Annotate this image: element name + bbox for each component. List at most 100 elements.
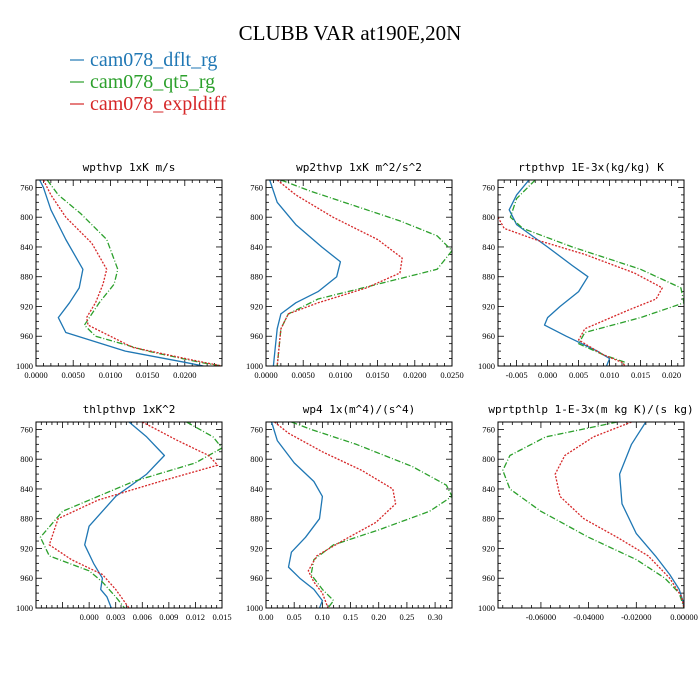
series-line-cam078_dflt_rg (270, 422, 324, 608)
panel-frame (497, 179, 685, 367)
series-group (269, 180, 452, 366)
x-tick-label: 0.003 (106, 612, 125, 622)
x-tick-label: 0.006 (133, 612, 152, 622)
x-tick-label: 0.10 (315, 612, 330, 622)
y-tick-label: 880 (250, 272, 263, 282)
panel-title: wpthvp 1xK m/s (83, 161, 176, 174)
panel: wprtpthlp 1-E-3x(m kg K)/(s kg) 760 800 840… (478, 403, 698, 622)
x-tick-label: 0.0200 (173, 370, 196, 380)
series-line-cam078_expldiff (498, 216, 663, 366)
legend-label: cam078_qt5_rg (90, 71, 215, 93)
y-tick-label: 840 (250, 242, 263, 252)
y-tick-label: 880 (482, 514, 495, 524)
legend-entry: cam078_expldiff (70, 93, 227, 115)
series-group (270, 422, 452, 608)
panel-frame (265, 421, 453, 609)
series-line-cam078_qt5_rg (39, 422, 222, 608)
series-line-cam078_qt5_rg (509, 180, 684, 366)
series-line-cam078_expldiff (554, 422, 684, 608)
x-tick-label: -0.06000 (526, 612, 556, 622)
y-tick-label: 920 (20, 301, 33, 311)
panel: thlpthvp 1xK^2 760 800 840 880 920 960 1000 0.00… (16, 403, 232, 622)
y-tick-label: 920 (482, 301, 495, 311)
y-tick-label: 960 (482, 331, 495, 341)
legend: cam078_dflt_rgcam078_qt5_rgcam078_expldi… (70, 49, 227, 115)
y-tick-label: 840 (250, 484, 263, 494)
y-tick-label: 1000 (16, 603, 33, 613)
series-line-cam078_dflt_rg (39, 180, 204, 366)
x-tick-label: 0.005 (569, 370, 588, 380)
y-tick-label: 880 (20, 272, 33, 282)
y-tick-label: 960 (20, 331, 33, 341)
figure-title: CLUBB VAR at190E,20N (239, 21, 462, 45)
series-line-cam078_expldiff (274, 422, 397, 608)
y-tick-label: 760 (482, 182, 495, 192)
y-tick-label: 1000 (478, 603, 495, 613)
series-group (498, 180, 684, 366)
panel-title: thlpthvp 1xK^2 (83, 403, 176, 416)
y-tick-label: 800 (482, 454, 495, 464)
y-tick-label: 880 (250, 514, 263, 524)
x-tick-label: -0.04000 (573, 612, 603, 622)
series-group (502, 422, 684, 608)
panel-title: wprtpthlp 1-E-3x(m kg K)/(s kg) (488, 403, 693, 416)
x-tick-label: -0.02000 (621, 612, 651, 622)
panel: wpthvp 1xK m/s76080084088092096010000.00… (16, 161, 223, 380)
y-tick-label: 1000 (478, 361, 495, 371)
panel-title: rtpthvp 1E-3x(kg/kg) K (518, 161, 664, 174)
y-tick-label: 920 (250, 543, 263, 553)
x-tick-label: 0.00000 (670, 612, 698, 622)
y-tick-label: 760 (482, 424, 495, 434)
y-tick-label: 760 (250, 182, 263, 192)
series-line-cam078_dflt_rg (508, 180, 611, 366)
x-tick-label: 0.012 (186, 612, 205, 622)
y-tick-label: 760 (250, 424, 263, 434)
y-tick-label: 840 (20, 242, 33, 252)
y-tick-label: 840 (482, 242, 495, 252)
series-group (39, 180, 222, 366)
panel-title: wp4 1x(m^4)/(s^4) (303, 403, 416, 416)
x-tick-label: 0.020 (662, 370, 681, 380)
x-tick-label: 0.20 (371, 612, 386, 622)
panel-frame (497, 421, 685, 609)
panel: rtpthvp 1E-3x(kg/kg) K 760 800 840 880 920 960… (478, 161, 685, 380)
legend-entry: cam078_dflt_rg (70, 49, 217, 71)
y-tick-label: 800 (20, 212, 33, 222)
panel-frame (35, 179, 223, 367)
y-tick-label: 920 (482, 543, 495, 553)
y-tick-label: 800 (482, 212, 495, 222)
x-tick-label: -0.005 (506, 370, 528, 380)
series-line-cam078_qt5_rg (46, 180, 222, 366)
y-tick-label: 960 (250, 573, 263, 583)
series-line-cam078_qt5_rg (276, 180, 452, 366)
x-tick-label: 0.25 (399, 612, 414, 622)
series-line-cam078_qt5_rg (291, 422, 452, 608)
series-line-cam078_expldiff (42, 180, 222, 366)
series-line-cam078_dflt_rg (618, 422, 684, 608)
y-tick-label: 920 (20, 543, 33, 553)
y-tick-label: 760 (20, 424, 33, 434)
x-tick-label: 0.000 (538, 370, 557, 380)
y-tick-label: 800 (250, 212, 263, 222)
panels: wpthvp 1xK m/s76080084088092096010000.00… (16, 161, 698, 622)
x-tick-label: 0.0250 (440, 370, 463, 380)
x-tick-label: 0.0050 (292, 370, 315, 380)
y-tick-label: 1000 (246, 361, 263, 371)
y-tick-label: 920 (250, 301, 263, 311)
x-tick-label: 0.015 (631, 370, 650, 380)
y-tick-label: 800 (250, 454, 263, 464)
y-tick-label: 760 (20, 182, 33, 192)
x-tick-label: 0.30 (428, 612, 443, 622)
legend-entry: cam078_qt5_rg (70, 71, 215, 93)
x-tick-label: 0.009 (159, 612, 178, 622)
legend-label: cam078_dflt_rg (90, 49, 217, 71)
x-tick-label: 0.0150 (136, 370, 159, 380)
y-tick-label: 1000 (246, 603, 263, 613)
y-tick-label: 800 (20, 454, 33, 464)
series-line-cam078_qt5_rg (502, 422, 684, 608)
y-tick-label: 880 (482, 272, 495, 282)
x-tick-label: 0.05 (287, 612, 302, 622)
x-tick-label: 0.0000 (254, 370, 277, 380)
x-tick-label: 0.15 (343, 612, 358, 622)
